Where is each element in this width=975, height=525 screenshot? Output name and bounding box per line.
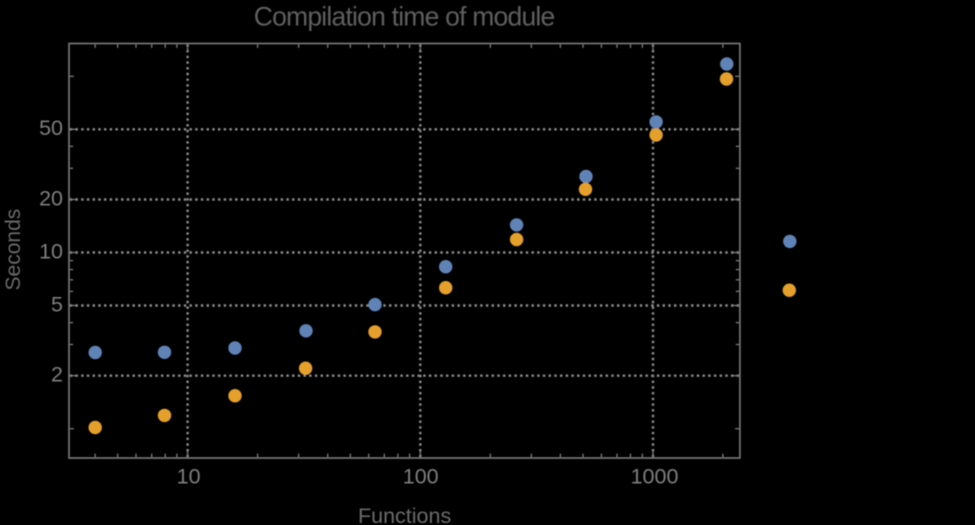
svg-text:10: 10	[177, 465, 201, 489]
svg-text:2: 2	[51, 363, 63, 387]
svg-text:1000: 1000	[631, 465, 679, 489]
svg-text:Seconds: Seconds	[2, 209, 25, 291]
svg-text:Compilation time of module: Compilation time of module	[254, 1, 556, 31]
svg-text:20: 20	[39, 186, 63, 210]
svg-text:50: 50	[39, 116, 63, 140]
svg-text:Functions: Functions	[358, 504, 451, 525]
svg-text:10: 10	[39, 239, 63, 263]
svg-text:5: 5	[51, 292, 63, 316]
svg-text:100: 100	[403, 465, 439, 489]
